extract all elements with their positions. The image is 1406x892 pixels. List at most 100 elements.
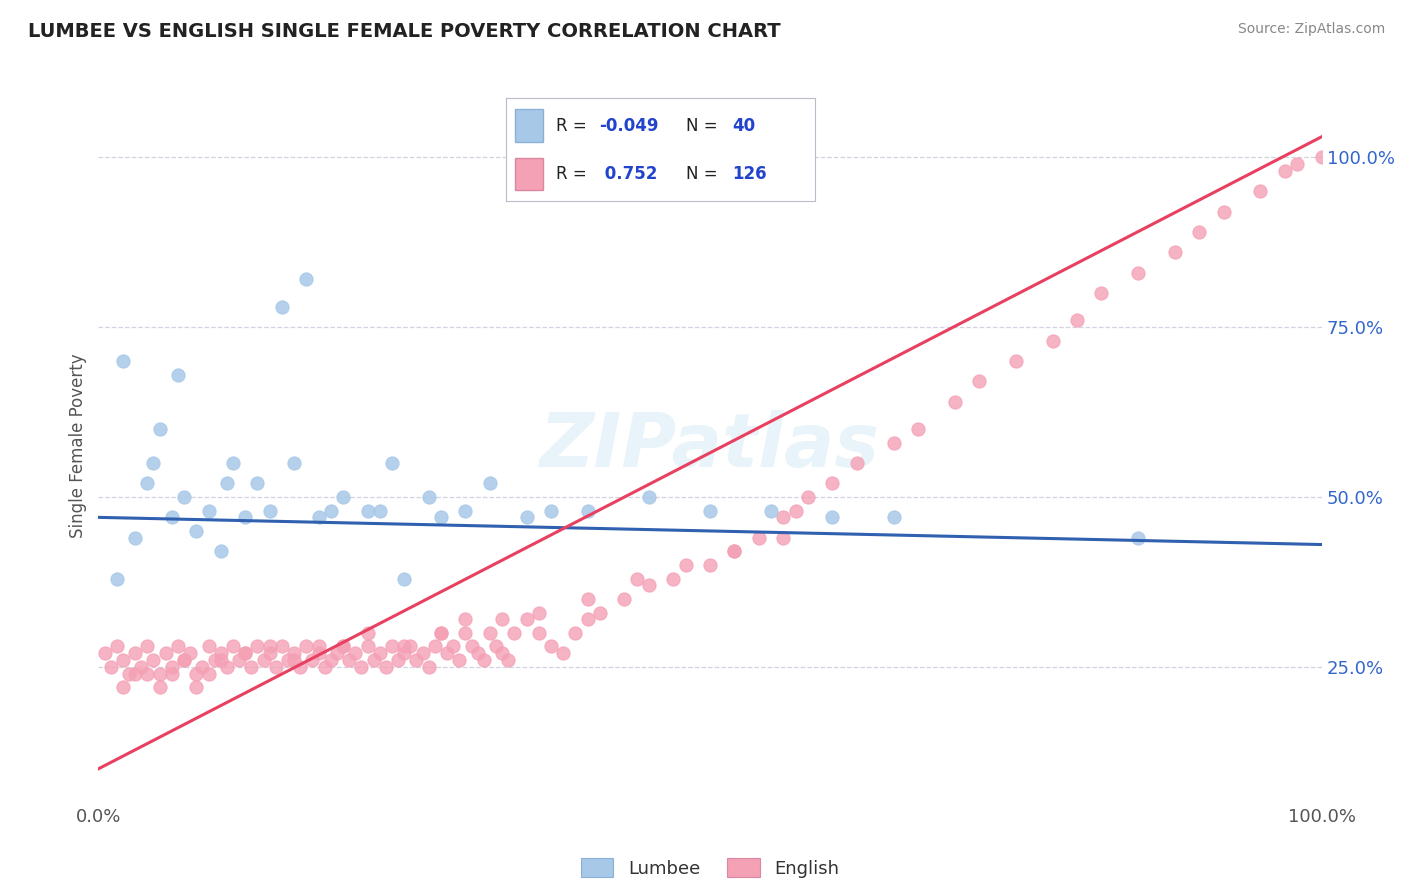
Point bbox=[772, 510, 794, 524]
Point bbox=[460, 640, 482, 654]
Point bbox=[576, 591, 599, 606]
Point bbox=[295, 272, 318, 286]
Point bbox=[283, 646, 305, 660]
Point bbox=[105, 572, 128, 586]
Point bbox=[124, 666, 146, 681]
Point bbox=[1128, 266, 1150, 280]
Point bbox=[314, 660, 336, 674]
Point bbox=[1274, 163, 1296, 178]
Point bbox=[344, 646, 367, 660]
Point bbox=[467, 646, 489, 660]
Point bbox=[308, 640, 330, 654]
Point bbox=[405, 653, 427, 667]
Point bbox=[1286, 157, 1309, 171]
Point bbox=[240, 660, 263, 674]
Point bbox=[233, 510, 256, 524]
Point bbox=[374, 660, 396, 674]
Point bbox=[149, 666, 172, 681]
Point bbox=[761, 503, 783, 517]
Point bbox=[491, 646, 513, 660]
Point bbox=[167, 640, 190, 654]
Point bbox=[430, 626, 453, 640]
Point bbox=[160, 510, 183, 524]
Point bbox=[527, 626, 550, 640]
Point bbox=[485, 640, 508, 654]
Point bbox=[387, 653, 409, 667]
Point bbox=[478, 476, 501, 491]
Point bbox=[252, 653, 274, 667]
Point bbox=[699, 503, 721, 517]
Point bbox=[1212, 204, 1234, 219]
Text: -0.049: -0.049 bbox=[599, 117, 658, 135]
Point bbox=[821, 510, 844, 524]
Point bbox=[93, 646, 115, 660]
Point bbox=[160, 666, 183, 681]
Point bbox=[209, 646, 232, 660]
Point bbox=[363, 653, 385, 667]
Text: 126: 126 bbox=[733, 165, 766, 183]
Point bbox=[332, 490, 354, 504]
Point bbox=[454, 626, 477, 640]
Point bbox=[399, 640, 422, 654]
Point bbox=[553, 646, 575, 660]
Point bbox=[149, 422, 172, 436]
Point bbox=[516, 510, 538, 524]
Point bbox=[259, 503, 281, 517]
Point bbox=[883, 510, 905, 524]
Point bbox=[516, 612, 538, 626]
Point bbox=[637, 490, 661, 504]
Point bbox=[129, 660, 152, 674]
Point bbox=[124, 646, 146, 660]
Point bbox=[259, 646, 281, 660]
Point bbox=[1042, 334, 1064, 348]
Point bbox=[283, 653, 305, 667]
Point bbox=[967, 375, 990, 389]
Point bbox=[472, 653, 495, 667]
Text: 40: 40 bbox=[733, 117, 755, 135]
Text: R =: R = bbox=[555, 165, 592, 183]
Point bbox=[626, 572, 648, 586]
Point bbox=[149, 680, 172, 694]
Point bbox=[167, 368, 190, 382]
Legend: Lumbee, English: Lumbee, English bbox=[574, 851, 846, 885]
Point bbox=[613, 591, 636, 606]
Point bbox=[233, 646, 256, 660]
FancyBboxPatch shape bbox=[516, 110, 543, 142]
Point bbox=[111, 680, 134, 694]
Point bbox=[797, 490, 820, 504]
Point bbox=[290, 660, 312, 674]
Point bbox=[233, 646, 256, 660]
Point bbox=[136, 476, 159, 491]
Point bbox=[478, 626, 501, 640]
Point bbox=[821, 476, 844, 491]
Point bbox=[319, 653, 342, 667]
Point bbox=[332, 640, 354, 654]
Point bbox=[173, 490, 195, 504]
Text: LUMBEE VS ENGLISH SINGLE FEMALE POVERTY CORRELATION CHART: LUMBEE VS ENGLISH SINGLE FEMALE POVERTY … bbox=[28, 22, 780, 41]
Point bbox=[423, 640, 446, 654]
Point bbox=[441, 640, 464, 654]
Point bbox=[1310, 150, 1333, 164]
Point bbox=[675, 558, 697, 572]
Point bbox=[785, 503, 807, 517]
Point bbox=[418, 490, 440, 504]
Point bbox=[173, 653, 195, 667]
Point bbox=[191, 660, 214, 674]
Point bbox=[270, 640, 294, 654]
Point bbox=[160, 660, 183, 674]
Point bbox=[179, 646, 201, 660]
Point bbox=[845, 456, 868, 470]
Point bbox=[356, 626, 378, 640]
Point bbox=[209, 653, 232, 667]
Point bbox=[1250, 184, 1272, 198]
Point bbox=[748, 531, 770, 545]
Point bbox=[264, 660, 287, 674]
Point bbox=[319, 503, 342, 517]
Point bbox=[1188, 225, 1211, 239]
Point bbox=[637, 578, 661, 592]
Point bbox=[136, 666, 159, 681]
Point bbox=[186, 524, 208, 538]
Point bbox=[723, 544, 745, 558]
Point bbox=[392, 572, 416, 586]
Point bbox=[186, 666, 208, 681]
